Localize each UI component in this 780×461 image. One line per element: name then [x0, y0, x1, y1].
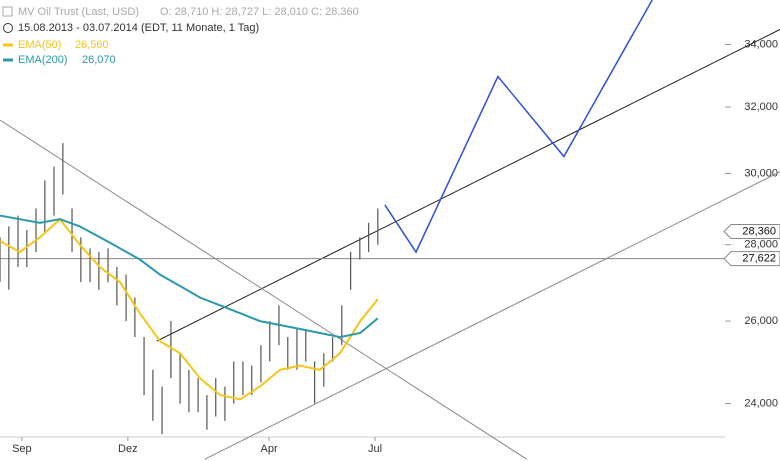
y-tick-label: 24,000: [744, 397, 778, 409]
icon: [2, 6, 13, 17]
y-tick-label: 34,000: [744, 38, 778, 50]
trend-line: [0, 119, 528, 460]
legend-value: 26,560: [75, 39, 109, 51]
legend-name: EMA(50): [18, 39, 61, 51]
clock-icon: [3, 23, 13, 33]
ema-line: [0, 217, 379, 401]
header: MV Oil Trust (Last, USD) O: 28,710 H: 28…: [2, 6, 359, 34]
level-box: [723, 251, 780, 267]
y-tick-label: 32,000: [744, 101, 778, 113]
x-tick-label: Dez: [118, 443, 138, 455]
level-box-label: 27,622: [742, 253, 776, 265]
y-tick-label: 26,000: [744, 315, 778, 327]
x-tick-label: Jul: [368, 443, 382, 455]
legend-name: EMA(200): [18, 54, 68, 66]
last-price-box-label: 28,360: [742, 225, 776, 237]
y-tick-label: 28,000: [744, 239, 778, 251]
ema-line: [0, 214, 379, 339]
trend-line: [204, 171, 780, 460]
legend-value: 26,070: [82, 54, 116, 66]
instrument: MV Oil Trust (Last, USD): [18, 6, 139, 18]
x-tick-label: Apr: [261, 443, 278, 455]
y-tick-label: 30,000: [744, 167, 778, 179]
trend-line: [156, 29, 780, 342]
x-tick-label: Sep: [12, 443, 32, 455]
last-price-box: [723, 223, 780, 239]
date-range: 15.08.2013 - 03.07.2014 (EDT, 11 Monate,…: [18, 22, 259, 34]
ohlc: O: 28,710 H: 28,727 L: 28,010 C: 28,360: [160, 6, 359, 18]
projection-line: [384, 0, 653, 254]
